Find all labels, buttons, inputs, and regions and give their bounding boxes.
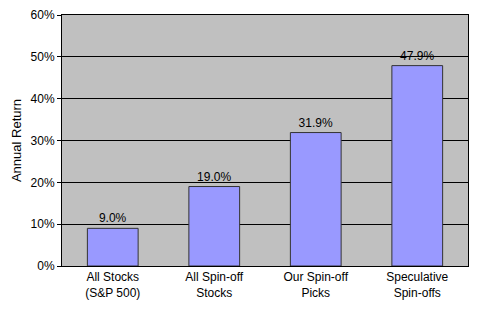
svg-text:9.0%: 9.0% [99,211,127,225]
svg-text:60%: 60% [31,8,55,22]
svg-text:10%: 10% [31,217,55,231]
svg-text:47.9%: 47.9% [400,49,434,63]
svg-text:Annual Return: Annual Return [9,99,24,182]
svg-text:40%: 40% [31,92,55,106]
svg-text:20%: 20% [31,176,55,190]
svg-text:0%: 0% [37,259,55,273]
svg-text:Our Spin-offPicks: Our Spin-offPicks [284,270,349,300]
svg-text:31.9%: 31.9% [299,116,333,130]
svg-text:SpeculativeSpin-offs: SpeculativeSpin-offs [386,270,448,300]
svg-text:19.0%: 19.0% [197,170,231,184]
svg-text:30%: 30% [31,134,55,148]
svg-text:All Stocks(S&P 500): All Stocks(S&P 500) [85,270,140,300]
svg-text:50%: 50% [31,50,55,64]
svg-text:All Spin-offStocks: All Spin-offStocks [185,270,243,300]
